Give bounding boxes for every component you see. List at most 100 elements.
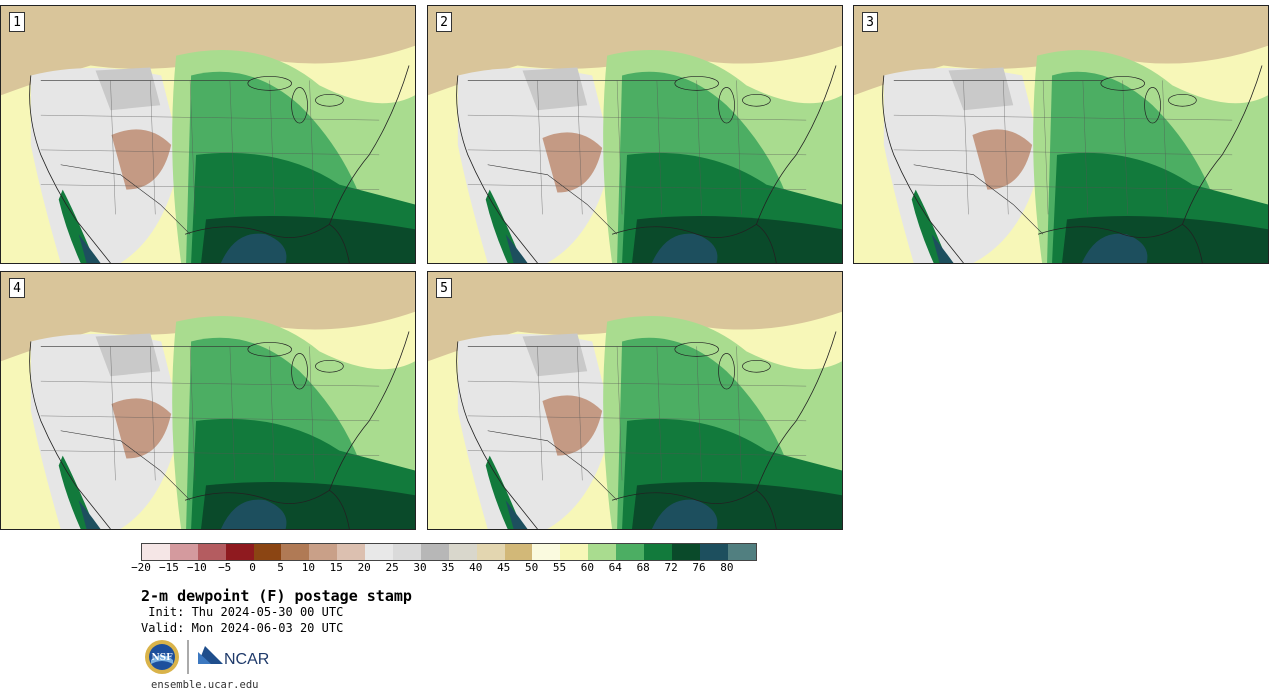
great-lake (1144, 87, 1161, 124)
ensemble-member-map-3: 3 (853, 5, 1269, 264)
great-lake (315, 359, 344, 373)
gulf-of-california (931, 234, 954, 263)
southwest-dry-region (972, 129, 1033, 190)
colorbar-swatch (504, 544, 533, 560)
west-coastline (29, 341, 111, 529)
southwest-dry-region (542, 395, 603, 456)
state-boundary (40, 184, 380, 190)
gulf-coastline (184, 489, 350, 529)
dewpoint-map (854, 6, 1268, 263)
state-boundary (40, 415, 380, 422)
great-lake (674, 76, 719, 91)
ensemble-member-map-5: 5 (427, 271, 843, 530)
great-lake (291, 87, 308, 124)
great-lake (315, 93, 344, 107)
colorbar-tick-labels: −20 −15 −10 −5 0 5 10 15 20 25 30 35 40 45 50 55 60 64 68 7… (131, 561, 781, 581)
dewpoint-map (1, 6, 415, 263)
colorbar-swatch (448, 544, 477, 560)
state-boundary (537, 80, 543, 215)
west-coastline (456, 341, 538, 529)
valid-time: Valid: Mon 2024-06-03 20 UTC (141, 621, 344, 635)
member-number-badge: 2 (436, 12, 452, 32)
state-boundary (150, 346, 156, 481)
colorbar-tick-label: 50 (524, 561, 539, 574)
colorbar-swatch (169, 544, 198, 560)
great-lake (718, 87, 735, 124)
state-boundary (736, 80, 742, 215)
state-boundary (229, 346, 236, 481)
colorbar-swatch (644, 544, 672, 560)
great-lake (718, 353, 735, 390)
state-boundary (893, 184, 1233, 190)
state-boundary (467, 450, 807, 456)
rockies-region (95, 333, 161, 377)
colorbar-swatch (727, 544, 756, 560)
website-url: ensemble.ucar.edu (151, 679, 259, 691)
colorbar-tick-label: 72 (664, 561, 678, 574)
gulf-of-mexico (220, 499, 287, 529)
state-boundary (229, 80, 236, 215)
colorbar-swatch (393, 544, 421, 560)
great-lake (247, 76, 292, 91)
southwest-dry-region (542, 132, 603, 193)
colorbar-swatch (588, 544, 617, 560)
rockies-region (948, 67, 1014, 111)
colorbar-tick-label: −10 (186, 561, 207, 574)
ensemble-member-map-2: 2 (427, 5, 843, 264)
state-boundary (577, 346, 583, 481)
nsf-logo-icon: NSF (145, 640, 179, 674)
great-lake (1100, 76, 1145, 91)
state-boundary (616, 80, 623, 215)
state-boundary (656, 346, 663, 481)
west-coastline (456, 75, 538, 263)
colorbar-tick-label: 45 (497, 561, 511, 574)
state-boundary (736, 346, 742, 481)
state-boundary (893, 149, 1233, 156)
colorbar-swatch (671, 544, 700, 560)
state-boundary (893, 114, 1233, 121)
southwest-dry-region (111, 398, 172, 459)
west-coastline (29, 75, 111, 263)
colorbar-swatch (253, 544, 282, 560)
figure-title: 2-m dewpoint (F) postage stamp (141, 587, 412, 605)
colorbar-tick-label: 35 (441, 561, 455, 574)
colorbar-tick-label: −20 (131, 561, 151, 574)
west-coastline (882, 75, 964, 263)
state-boundary (110, 346, 116, 481)
colorbar-tick-label: 0 (249, 561, 256, 574)
colorbar-swatch (197, 544, 226, 560)
us-mexico-border (913, 164, 1044, 235)
gulf-of-california (78, 500, 101, 529)
state-boundary (40, 380, 380, 387)
state-boundary (696, 346, 702, 481)
us-mexico-border (487, 164, 618, 235)
colorbar-swatch (281, 544, 310, 560)
colorbar-tick-label: −15 (158, 561, 179, 574)
colorbar-swatch (560, 544, 589, 560)
dewpoint-map (428, 272, 842, 529)
colorbar-tick-label: 30 (413, 561, 427, 574)
member-number-badge: 1 (9, 12, 25, 32)
state-boundary (309, 346, 315, 481)
state-boundary (577, 80, 583, 215)
great-lake (742, 93, 771, 107)
colorbar-swatch (476, 544, 505, 560)
southwest-dry-region (111, 129, 172, 190)
gulf-coastline (611, 489, 777, 529)
colorbar-swatch (142, 544, 170, 560)
canada-terrain (428, 272, 842, 362)
gulf-coastline (1037, 223, 1203, 263)
colorbar-tick-label: 25 (385, 561, 399, 574)
state-boundary (1082, 80, 1089, 215)
great-lake (291, 353, 308, 390)
state-boundary (537, 346, 543, 481)
dewpoint-colorbar (141, 543, 757, 561)
member-number-badge: 5 (436, 278, 452, 298)
state-boundary (656, 80, 663, 215)
state-boundary (696, 80, 702, 215)
colorbar-swatch (337, 544, 366, 560)
rockies-region (522, 67, 588, 111)
gulf-of-california (78, 234, 101, 263)
colorbar-tick-label: 5 (277, 561, 284, 574)
state-boundary (40, 114, 380, 121)
